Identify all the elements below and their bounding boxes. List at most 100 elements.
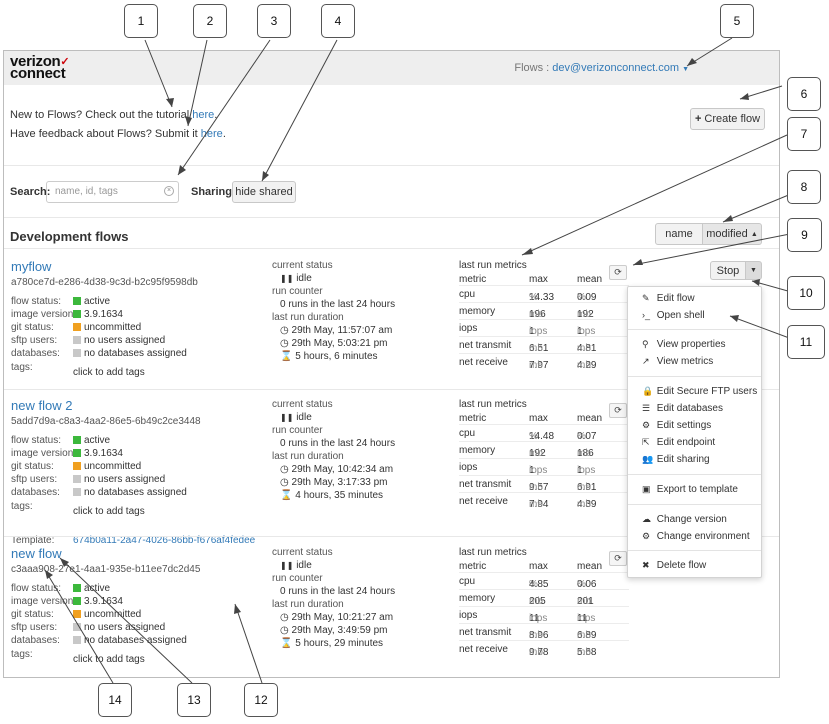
refresh-metrics-button[interactable]: ⟳ xyxy=(609,551,627,566)
hide-shared-button[interactable]: hide shared xyxy=(232,181,296,203)
flow-name-link[interactable]: myflow xyxy=(11,259,52,274)
menu-item-view-properties[interactable]: ⚲ View properties xyxy=(642,339,726,350)
search-input[interactable]: name, id, tags × xyxy=(46,181,179,203)
sftp-users-row: sftp users: no users assigned xyxy=(11,474,166,485)
clock-icon: ◷ xyxy=(280,464,289,475)
menu-item-view-metrics[interactable]: ↗ View metrics xyxy=(642,356,714,367)
callout-14: 14 xyxy=(98,683,132,717)
callout-5: 5 xyxy=(720,4,754,38)
flow-status-row: flow status: active xyxy=(11,583,111,594)
cog-icon: ⚙ xyxy=(642,420,651,430)
metric-row: cpu 14.33 % 0.09 % xyxy=(459,285,629,303)
menu-item-change-environment[interactable]: ⚙ Change environment xyxy=(642,531,750,542)
sort-by-name-button[interactable]: name xyxy=(655,223,703,245)
git-status-row: git status: uncommitted xyxy=(11,609,142,620)
clock-icon: ◷ xyxy=(280,477,289,488)
add-tags-link[interactable]: click to add tags xyxy=(73,654,145,665)
clear-search-icon[interactable]: × xyxy=(164,186,174,196)
metric-row: net transmit 8.96 mb 6.89 mb xyxy=(459,623,629,641)
menu-item-change-version[interactable]: ☁ Change version xyxy=(642,514,727,525)
flow-status-row: flow status: active xyxy=(11,296,111,307)
run-end-time: 29th May, 5:03:21 pm xyxy=(291,338,388,349)
user-menu[interactable]: Flows : dev@verizonconnect.com ▼ xyxy=(514,62,689,74)
create-flow-button[interactable]: + Create flow xyxy=(690,108,765,130)
terminal-icon: ›_ xyxy=(642,310,651,320)
magnifier-icon: ⚲ xyxy=(642,339,649,349)
image-version-value: 3.9.1634 xyxy=(84,309,123,320)
metric-row: iops 1 iops 1 iops xyxy=(459,458,629,476)
callout-9: 9 xyxy=(787,218,822,252)
tags-row: tags: click to add tags xyxy=(11,362,145,378)
action-menu-toggle[interactable]: ▼ xyxy=(745,261,762,280)
menu-item-edit-flow[interactable]: ✎ Edit flow xyxy=(642,293,695,304)
run-counter-value: 0 runs in the last 24 hours xyxy=(280,586,396,597)
feedback-link[interactable]: here xyxy=(200,128,223,140)
tutorial-link[interactable]: here xyxy=(192,109,215,121)
flow-name-link[interactable]: new flow xyxy=(11,546,62,561)
lock-icon: 🔒 xyxy=(642,386,654,396)
callout-10: 10 xyxy=(787,276,825,310)
menu-item-delete-flow[interactable]: ✖ Delete flow xyxy=(642,560,707,571)
refresh-metrics-button[interactable]: ⟳ xyxy=(609,403,627,418)
sort-by-modified-button[interactable]: modified ▲ xyxy=(702,223,762,245)
status-dot xyxy=(73,623,81,631)
template-row: Template: 674b0a11-2a47-4026-86bb-f676af4… xyxy=(11,535,256,546)
current-status-value: idle xyxy=(296,273,312,284)
databases-value: no databases assigned xyxy=(84,487,187,498)
menu-item-open-shell[interactable]: ›_ Open shell xyxy=(642,310,705,321)
metric-row: memory 192 mb 186 mb xyxy=(459,441,629,459)
status-dot xyxy=(73,310,81,318)
callout-6: 6 xyxy=(787,77,821,111)
add-tags-link[interactable]: click to add tags xyxy=(73,506,145,517)
refresh-icon: ⟳ xyxy=(614,267,622,277)
pause-icon: ❚❚ xyxy=(280,413,294,422)
menu-item-edit-sharing[interactable]: 👥 Edit sharing xyxy=(642,454,710,465)
metric-row: net receive 7.97 mb 4.29 mb xyxy=(459,353,629,371)
run-start-time: 29th May, 11:57:07 am xyxy=(291,325,393,336)
section-title: Development flows xyxy=(10,229,129,244)
flow-name-link[interactable]: new flow 2 xyxy=(11,398,73,413)
sharing-label: Sharing: xyxy=(191,186,236,198)
caret-up-icon: ▲ xyxy=(750,230,758,238)
stop-button[interactable]: Stop xyxy=(710,261,746,280)
menu-item-edit-endpoint[interactable]: ⇱ Edit endpoint xyxy=(642,437,716,448)
image-version-value: 3.9.1634 xyxy=(84,448,123,459)
menu-item-edit-databases[interactable]: ☰ Edit databases xyxy=(642,403,723,414)
status-dot xyxy=(73,349,81,357)
refresh-metrics-button[interactable]: ⟳ xyxy=(609,265,627,280)
caret-down-icon: ▼ xyxy=(682,66,689,73)
run-duration: 4 hours, 35 minutes xyxy=(295,490,384,501)
status-dot xyxy=(73,449,81,457)
add-tags-link[interactable]: click to add tags xyxy=(73,367,145,378)
menu-item-export-to-template[interactable]: ▣ Export to template xyxy=(642,484,738,495)
template-link[interactable]: 674b0a11-2a47-4026-86bb-f676af4fedee xyxy=(73,535,256,546)
status-dot xyxy=(73,323,81,331)
users-icon: 👥 xyxy=(642,454,654,464)
menu-item-edit-secure-ftp-users[interactable]: 🔒 Edit Secure FTP users xyxy=(642,386,758,397)
menu-item-edit-settings[interactable]: ⚙ Edit settings xyxy=(642,420,712,431)
callout-12: 12 xyxy=(244,683,278,717)
hourglass-icon: ⌛ xyxy=(280,638,293,649)
refresh-icon: ⟳ xyxy=(614,553,622,563)
metric-row: memory 196 mb 192 mb xyxy=(459,302,629,320)
clock-icon: ◷ xyxy=(280,625,289,636)
save-icon: ▣ xyxy=(642,484,651,494)
callout-2: 2 xyxy=(193,4,227,38)
line-chart-icon: ↗ xyxy=(642,356,650,366)
callout-3: 3 xyxy=(257,4,291,38)
close-icon: ✖ xyxy=(642,560,650,570)
status-dot xyxy=(73,436,81,444)
refresh-icon: ⟳ xyxy=(614,405,622,415)
callout-7: 7 xyxy=(787,117,821,151)
pencil-icon: ✎ xyxy=(642,293,650,303)
sftp-users-row: sftp users: no users assigned xyxy=(11,335,166,346)
status-dot xyxy=(73,488,81,496)
flow-id: c3aaa908-27e1-4aa1-935e-b11ee7dc2d45 xyxy=(11,564,201,575)
user-dropdown[interactable]: dev@verizonconnect.com xyxy=(552,62,679,74)
metric-row: net receive 7.94 mb 4.39 mb xyxy=(459,492,629,510)
sftp-users-row: sftp users: no users assigned xyxy=(11,622,166,633)
status-dot xyxy=(73,297,81,305)
clock-icon: ◷ xyxy=(280,338,289,349)
cloud-upload-icon: ☁ xyxy=(642,514,651,524)
